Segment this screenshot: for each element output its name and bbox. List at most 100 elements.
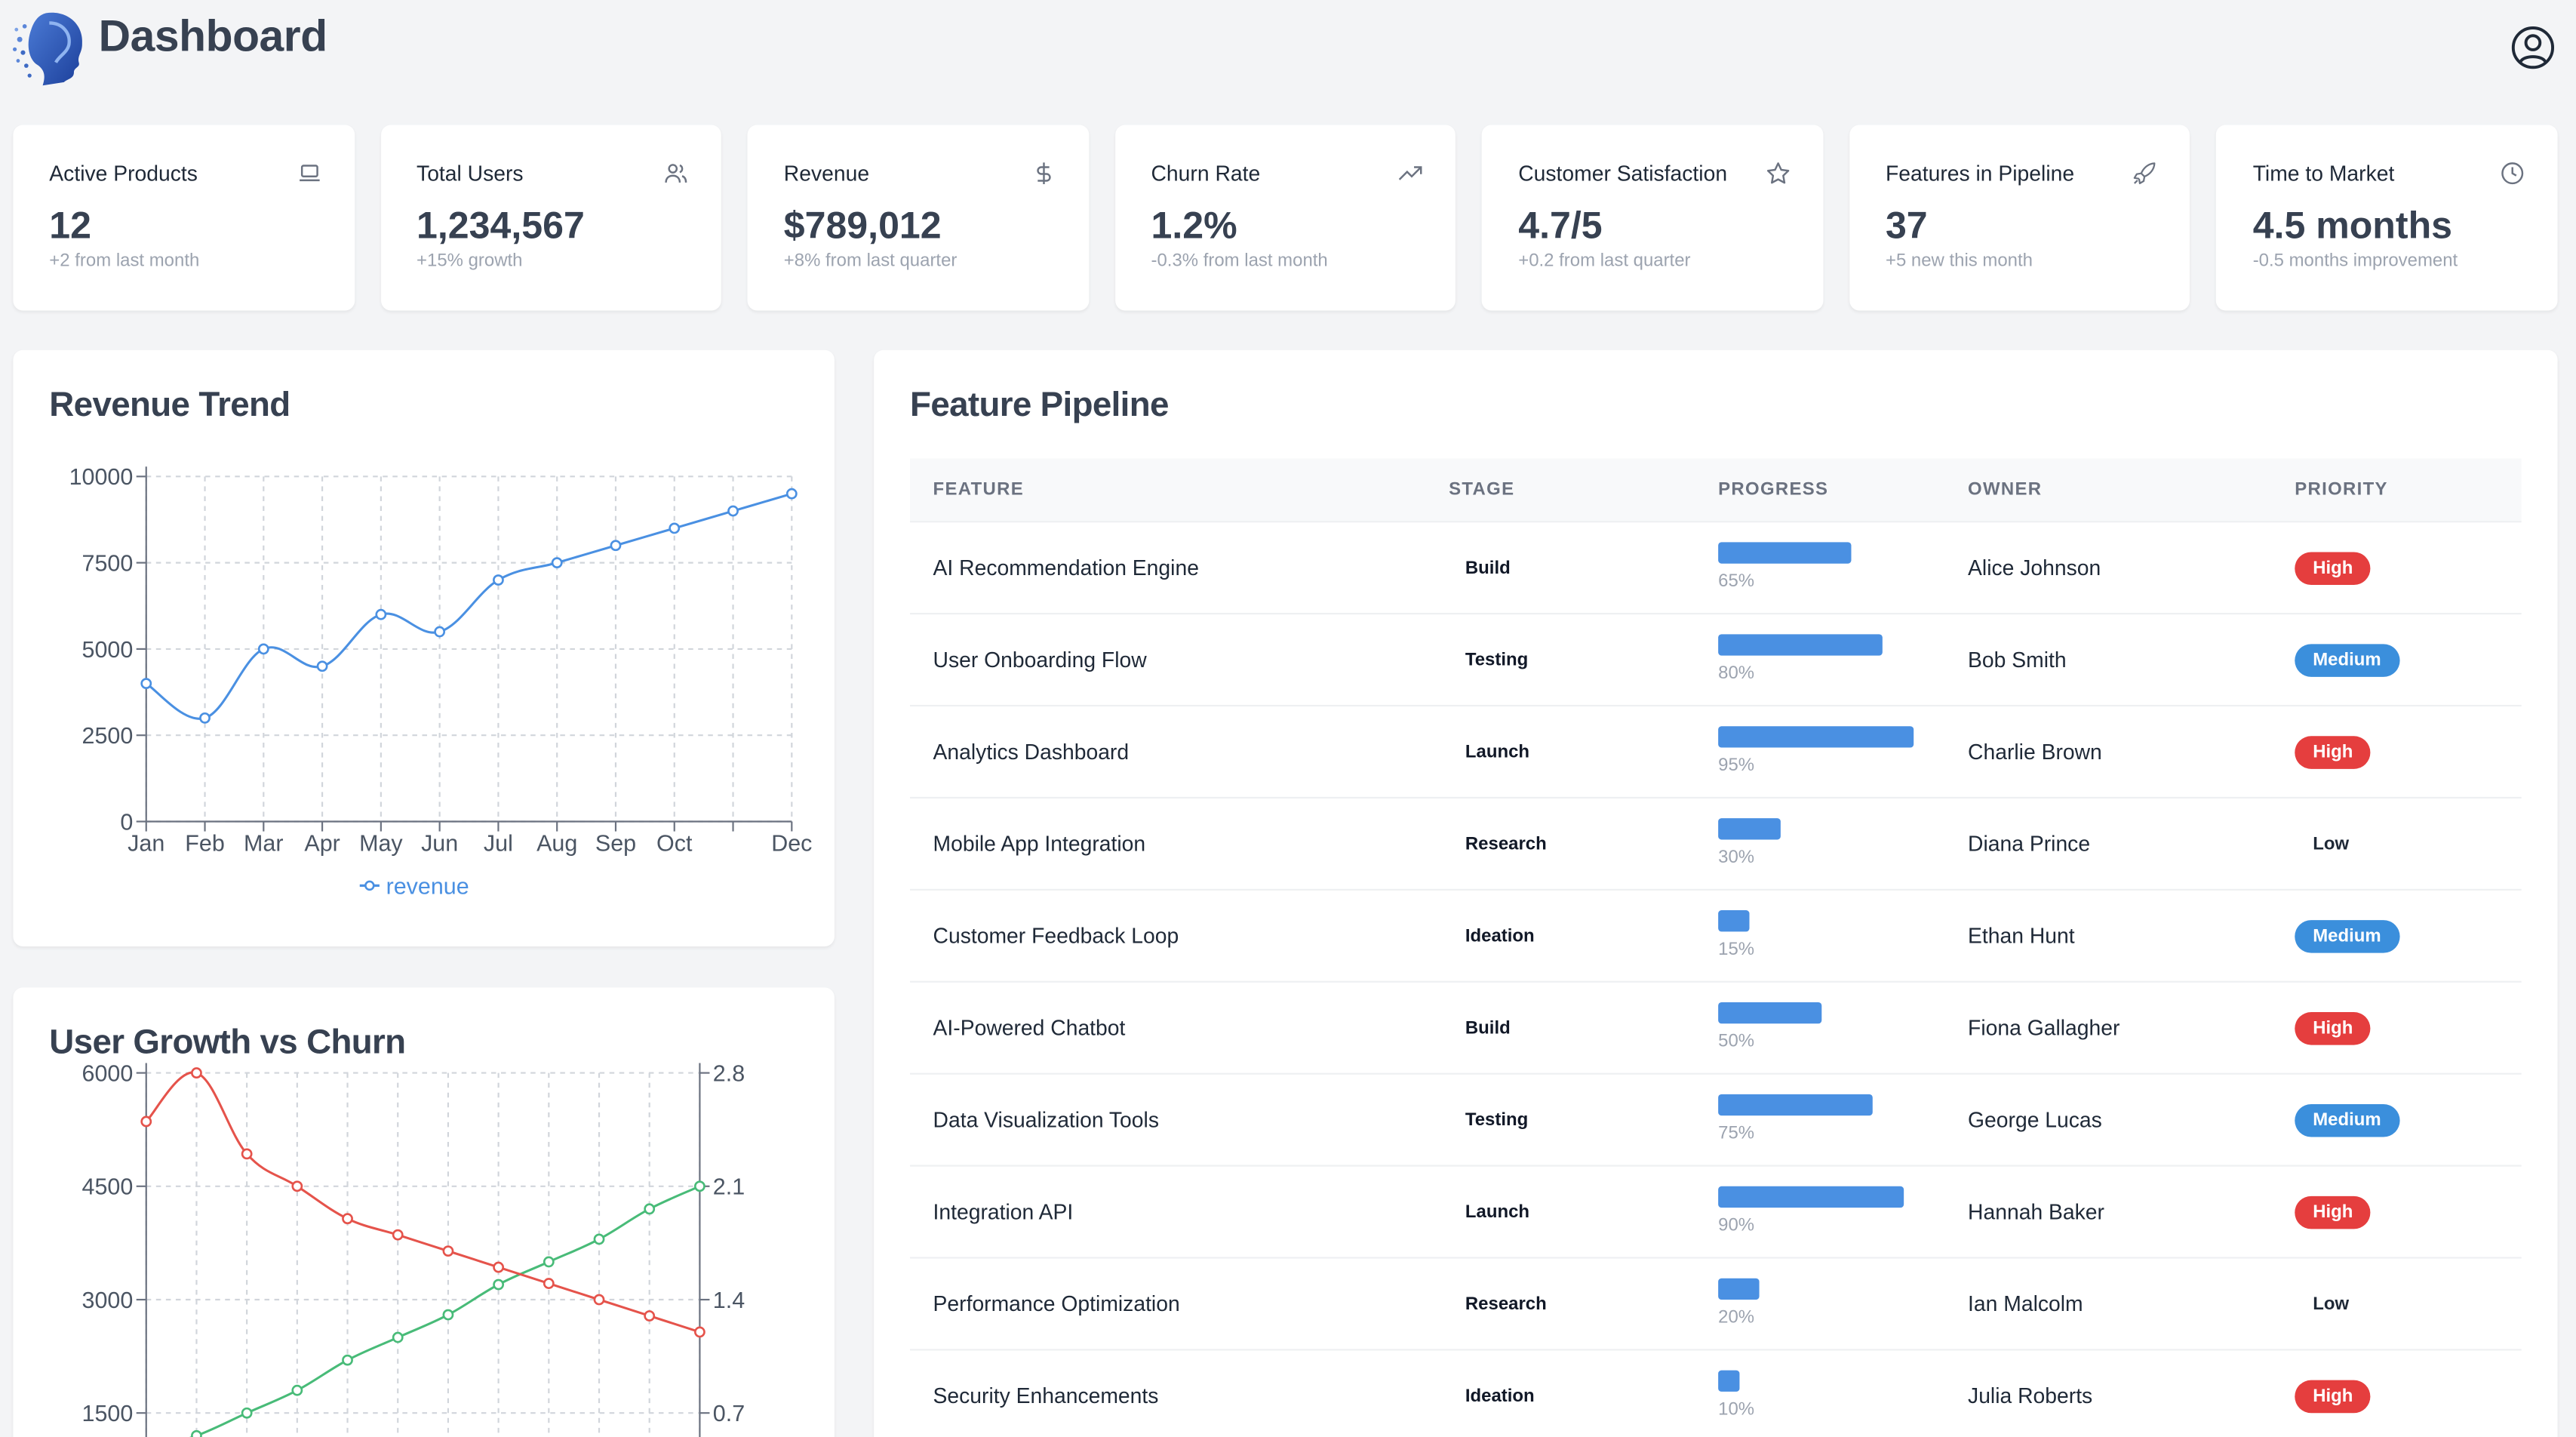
progress-bar: [1718, 542, 1923, 564]
progress-label: 65%: [1718, 571, 1755, 592]
x-tick-label: Apr: [304, 831, 340, 857]
progress-label: 80%: [1718, 663, 1755, 684]
progress-bar: [1718, 1094, 1923, 1116]
table-row[interactable]: Mobile App Integration Research 30% Diana P…: [910, 796, 2522, 889]
kpi-card-total-users: Total Users 1,234,567 +15% growth: [380, 125, 722, 311]
table-row[interactable]: Integration API Launch 90% Hannah Baker High: [910, 1165, 2522, 1257]
x-tick-label: Jul: [484, 831, 513, 857]
column-header-priority[interactable]: PRIORITY: [2295, 479, 2388, 500]
owner-name: George Lucas: [1968, 1107, 2102, 1132]
kpi-value: 1,234,567: [417, 203, 585, 247]
page-title: Dashboard: [98, 11, 328, 61]
trending-up-icon: [1399, 166, 1423, 180]
user-circle-icon[interactable]: [2510, 25, 2556, 71]
y-tick-label: 7500: [82, 551, 134, 577]
stage-label: Build: [1465, 558, 1511, 579]
progress-bar-fill: [1718, 1094, 1873, 1116]
column-header-stage[interactable]: STAGE: [1449, 479, 1515, 500]
column-header-progress[interactable]: PROGRESS: [1718, 479, 1829, 500]
kpi-card-revenue: Revenue $789,012 +8% from last quarter: [747, 125, 1089, 311]
progress-bar: [1718, 818, 1923, 840]
column-header-feature[interactable]: FEATURE: [933, 479, 1024, 500]
feature-name: Data Visualization Tools: [933, 1107, 1160, 1132]
y-tick-label-right: 2.8: [713, 1060, 745, 1086]
data-point: [392, 1331, 404, 1343]
data-point: [644, 1310, 656, 1322]
table-row[interactable]: AI-Powered Chatbot Build 50% Fiona Gallaghe…: [910, 980, 2522, 1073]
table-row[interactable]: Customer Feedback Loop Ideation 15% Ethan H…: [910, 888, 2522, 981]
y-tick-label: 2500: [82, 723, 134, 749]
progress-bar-fill: [1718, 542, 1852, 564]
data-point: [785, 488, 798, 500]
data-point: [241, 1148, 253, 1160]
kpi-title: Features in Pipeline: [1885, 161, 2075, 186]
stage-label: Research: [1465, 1294, 1547, 1315]
x-tick-label: Aug: [536, 831, 577, 857]
kpi-change: +5 new this month: [1885, 251, 2033, 272]
data-point: [610, 540, 622, 552]
owner-name: Alice Johnson: [1968, 555, 2101, 580]
data-point: [191, 1429, 202, 1437]
priority-badge: High: [2295, 736, 2372, 769]
table-row[interactable]: Performance Optimization Research 20% Ian M…: [910, 1257, 2522, 1349]
data-point: [543, 1256, 555, 1268]
kpi-card-active-products: Active Products 12 +2 from last month: [13, 125, 355, 311]
feature-name: AI-Powered Chatbot: [933, 1015, 1126, 1041]
priority-badge: Medium: [2295, 920, 2399, 953]
table-row[interactable]: Data Visualization Tools Testing 75% George…: [910, 1072, 2522, 1165]
progress-bar: [1718, 1370, 1923, 1392]
data-point: [493, 1279, 505, 1291]
progress-bar: [1718, 726, 1923, 748]
x-tick-label: Jan: [128, 831, 164, 857]
progress-label: 15%: [1718, 940, 1755, 960]
table-row[interactable]: Security Enhancements Ideation 10% Julia Ro…: [910, 1349, 2522, 1437]
y-tick-label: 0: [120, 809, 133, 835]
x-tick-label: Dec: [771, 831, 812, 857]
chart-title: User Growth vs Churn: [49, 1023, 406, 1062]
data-point: [140, 678, 152, 690]
kpi-value: 4.7/5: [1518, 203, 1603, 247]
owner-name: Julia Roberts: [1968, 1383, 2093, 1408]
header: Dashboard: [0, 0, 2576, 95]
feature-name: AI Recommendation Engine: [933, 555, 1199, 580]
priority-badge: Low: [2313, 1294, 2350, 1315]
priority-badge: High: [2295, 1195, 2372, 1229]
y-tick-label: 5000: [82, 637, 134, 663]
priority-badge: High: [2295, 1380, 2372, 1414]
progress-bar: [1718, 1186, 1923, 1208]
data-point: [694, 1180, 705, 1192]
data-point: [291, 1384, 303, 1396]
series-line-revenue: [145, 492, 792, 720]
owner-name: Ethan Hunt: [1968, 923, 2075, 949]
kpi-title: Active Products: [49, 161, 198, 186]
data-point: [191, 1067, 202, 1079]
x-tick-label: Mar: [244, 831, 283, 857]
data-point: [442, 1245, 454, 1257]
table-row[interactable]: User Onboarding Flow Testing 80% Bob Smith M…: [910, 613, 2522, 705]
progress-bar-fill: [1718, 910, 1749, 932]
y-tick-label-right: 2.1: [713, 1174, 745, 1200]
user-growth-churn-card: User Growth vs Churn 1500 3000 4500 6000 0.7…: [13, 987, 835, 1437]
x-tick-label: May: [359, 831, 403, 857]
table-row[interactable]: Analytics Dashboard Launch 95% Charlie Brow…: [910, 704, 2522, 797]
progress-bar-fill: [1718, 1278, 1760, 1300]
ai-head-logo: [12, 12, 82, 86]
progress-bar: [1718, 634, 1923, 656]
chart-title: Revenue Trend: [49, 386, 290, 424]
priority-badge: High: [2295, 1012, 2372, 1045]
y-tick-label-left: 6000: [82, 1060, 134, 1086]
progress-label: 50%: [1718, 1032, 1755, 1052]
kpi-value: 12: [49, 203, 92, 247]
progress-bar-fill: [1718, 1186, 1904, 1208]
kpi-card-customer-satisfaction: Customer Satisfaction 4.7/5 +0.2 from la…: [1482, 125, 1824, 311]
data-point: [593, 1294, 605, 1306]
table-row[interactable]: AI Recommendation Engine Build 65% Alice Jo…: [910, 521, 2522, 613]
column-header-owner[interactable]: OWNER: [1968, 479, 2043, 500]
y-tick-label-left: 4500: [82, 1174, 134, 1200]
kpi-title: Revenue: [783, 161, 870, 186]
progress-label: 90%: [1718, 1215, 1755, 1236]
owner-name: Charlie Brown: [1968, 739, 2102, 765]
progress-bar: [1718, 910, 1923, 932]
feature-name: Integration API: [933, 1199, 1074, 1224]
star-icon: [1766, 162, 1790, 184]
